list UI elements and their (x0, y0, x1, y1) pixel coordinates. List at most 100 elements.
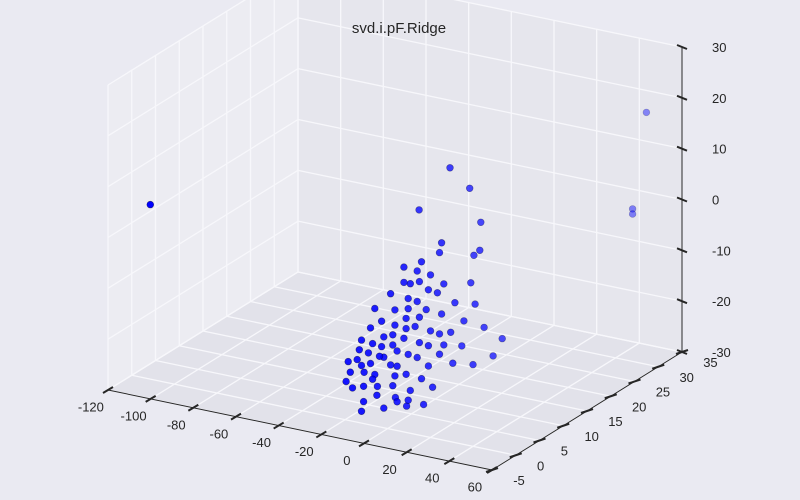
grid-line-z-back (297, 271, 683, 353)
data-point (366, 324, 375, 332)
data-point (437, 310, 446, 318)
y-tick-label: 5 (561, 444, 568, 459)
data-point (476, 246, 484, 255)
y-tick-label: 20 (632, 399, 646, 414)
data-point (424, 286, 433, 294)
grid-line-z-left (107, 0, 247, 86)
data-point (368, 375, 377, 383)
data-point (377, 342, 386, 351)
data-point (428, 383, 437, 391)
data-point (360, 368, 368, 376)
data-point (402, 370, 410, 378)
data-point (435, 350, 444, 358)
y-tick-label: 0 (537, 458, 544, 473)
data-point (391, 306, 399, 314)
x-tick (401, 448, 413, 457)
data-point (458, 342, 466, 350)
data-point (426, 327, 435, 335)
x-tick (230, 412, 242, 421)
data-point (400, 278, 408, 287)
data-point (437, 239, 446, 247)
z-tick-label: -30 (712, 345, 731, 360)
x-tick-label: -100 (121, 409, 147, 424)
data-point (393, 398, 401, 406)
z-tick-label: 30 (712, 40, 726, 55)
data-point (391, 321, 399, 329)
y-tick (556, 422, 570, 429)
data-point (366, 359, 375, 368)
grid-line-z-back (297, 17, 683, 99)
data-point (386, 361, 395, 369)
data-point (440, 280, 448, 288)
z-tick-label: 0 (712, 193, 719, 208)
data-point (357, 361, 366, 370)
y-tick-label: 15 (608, 414, 622, 429)
data-point (393, 362, 401, 370)
data-point (413, 353, 421, 362)
grid-line-y-floor (155, 359, 540, 442)
data-point (146, 200, 155, 209)
data-point (433, 289, 442, 297)
data-point (389, 331, 397, 339)
data-point (489, 352, 497, 360)
y-tick (533, 437, 546, 444)
data-point (440, 341, 448, 349)
data-point (404, 350, 412, 359)
data-point (393, 347, 401, 355)
x-tick-label: -40 (252, 435, 271, 450)
data-point (628, 210, 637, 218)
data-point (346, 368, 354, 376)
data-point (498, 334, 506, 343)
data-point (404, 305, 412, 313)
grid-line-z-left (107, 68, 299, 188)
data-point (344, 357, 352, 366)
x-tick (443, 457, 455, 465)
data-point (471, 300, 479, 308)
z-tick (676, 298, 688, 305)
data-point (415, 313, 424, 321)
data-point (413, 297, 421, 306)
y-tick (651, 363, 665, 370)
x-tick (358, 439, 370, 448)
data-point (446, 164, 454, 172)
grid-line-z-left (107, 17, 299, 137)
data-point (404, 396, 412, 404)
data-point (435, 248, 444, 257)
grid-line-y-floor (179, 345, 564, 427)
z-tick-label: -10 (712, 243, 731, 258)
chart-title: svd.i.pF.Ridge (352, 20, 446, 37)
data-point (424, 362, 433, 370)
data-point (380, 333, 388, 341)
x-tick-label: -80 (167, 417, 186, 432)
y-tick (628, 378, 641, 385)
x-tick-label: 60 (468, 480, 482, 495)
grid-line-z-back (297, 118, 683, 201)
y-tick (485, 467, 499, 473)
z-tick (676, 145, 688, 152)
z-tick-label: -20 (712, 294, 731, 309)
x-tick (273, 421, 285, 430)
data-point (357, 336, 366, 344)
y-tick (604, 393, 618, 400)
data-point (415, 338, 424, 347)
grid-line-z-back (297, 220, 683, 302)
data-point (415, 277, 424, 286)
grid-line-y-floor (131, 374, 516, 456)
data-point (377, 317, 386, 325)
data-point (422, 305, 430, 314)
x-tick (102, 386, 114, 394)
x-tick (187, 403, 199, 412)
data-point (364, 349, 373, 357)
data-point (480, 323, 488, 332)
data-point (477, 218, 485, 227)
data-point (424, 342, 433, 350)
grid-line-y-floor (202, 330, 588, 412)
x-tick-label: -60 (210, 426, 229, 441)
y-tick-label: 25 (656, 385, 670, 400)
x-axis-line (107, 389, 493, 471)
z-tick-label: 10 (712, 142, 726, 157)
data-point (359, 382, 368, 390)
data-point (375, 352, 384, 360)
data-point (406, 386, 414, 395)
